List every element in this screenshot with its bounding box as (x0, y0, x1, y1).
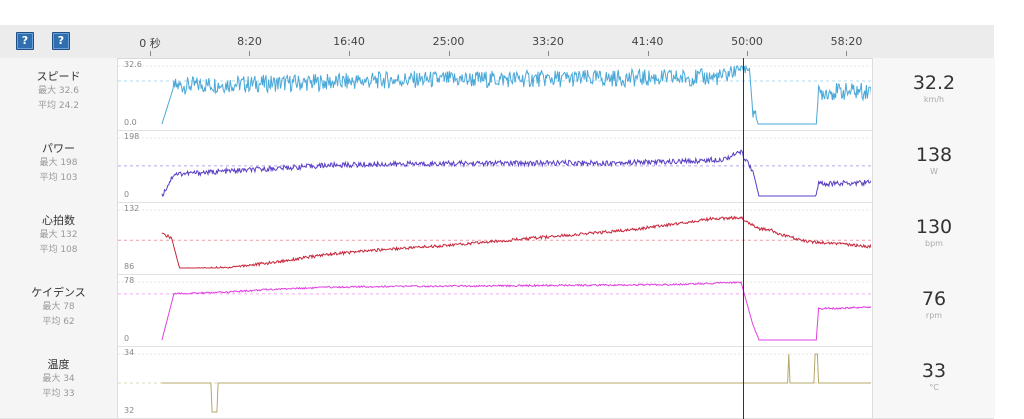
current-value-panel: 32.2 km/h (872, 58, 995, 130)
time-tick-mark (846, 51, 848, 56)
metric-series-line (161, 64, 871, 125)
metric-max: 最大 132 (39, 230, 78, 240)
time-tick-mark (647, 51, 649, 56)
y-axis-min-label: 0.0 (124, 118, 137, 127)
time-tick-label: 33:20 (532, 35, 564, 48)
metric-plot-speed[interactable] (118, 58, 871, 130)
y-axis-max-label: 198 (124, 132, 140, 141)
time-tick-label: 25:00 (432, 35, 465, 48)
help-icon[interactable]: ? (16, 32, 34, 50)
value-unit: rpm (925, 311, 943, 320)
metric-max: 最大 32.6 (38, 86, 79, 96)
value-unit: W (930, 167, 938, 176)
metric-max: 最大 198 (39, 158, 78, 168)
metric-row-power: パワー最大 198 平均 103 198 0 138 W (0, 130, 995, 203)
time-tick-mark (547, 51, 549, 56)
y-axis-max-label: 32.6 (124, 60, 142, 69)
metric-label-panel: スピード最大 32.6 平均 24.2 (0, 58, 118, 130)
current-value: 32.2 (912, 72, 956, 94)
current-value: 130 (915, 216, 953, 238)
metric-row-temperature: 温度最大 34 平均 33 34 32 33 °C (0, 346, 995, 419)
time-tick-mark (249, 51, 251, 56)
time-tick-label: 16:40 (333, 35, 365, 48)
time-tick-label: 8:20 (237, 35, 262, 48)
metric-title: スピード (36, 70, 81, 83)
current-value-panel: 138 W (872, 130, 995, 202)
metric-average: 平均 62 (42, 317, 75, 327)
metric-average: 平均 108 (39, 245, 78, 255)
value-unit: bpm (925, 239, 943, 248)
metric-average: 平均 33 (42, 389, 75, 399)
value-unit: °C (929, 383, 939, 392)
metric-series-line (161, 353, 871, 413)
metric-plot-cadence[interactable] (118, 274, 871, 346)
metric-plot-heart-rate[interactable] (118, 202, 871, 274)
metric-title: 温度 (47, 358, 70, 371)
y-axis-min-label: 0 (124, 334, 130, 343)
metric-label-panel: ケイデンス最大 78 平均 62 (0, 274, 118, 346)
time-tick-label: 0 秒 (139, 37, 161, 50)
help-icon[interactable]: ? (52, 32, 70, 50)
metric-title: ケイデンス (31, 286, 86, 299)
time-tick-label: 50:00 (731, 35, 763, 48)
current-value-panel: 76 rpm (872, 274, 995, 346)
metric-plot-temperature[interactable] (118, 346, 871, 418)
time-tick-label: 41:40 (631, 35, 664, 48)
y-axis-max-label: 34 (124, 348, 135, 357)
time-axis-header: ? ? 0 秒 8:20 16:40 25:00 33:20 41:40 50:00 58:2… (0, 25, 994, 59)
time-cursor-line[interactable] (743, 58, 744, 419)
time-tick-mark (747, 51, 748, 56)
metric-row-speed: スピード最大 32.6 平均 24.2 32.6 0.0 32.2 km/h (0, 58, 995, 131)
metric-plot-power[interactable] (118, 130, 871, 202)
current-value: 33 (921, 360, 947, 382)
current-value-panel: 33 °C (872, 346, 995, 418)
y-axis-min-label: 0 (124, 190, 130, 199)
current-value: 138 (915, 144, 953, 166)
metric-row-cadence: ケイデンス最大 78 平均 62 78 0 76 rpm (0, 274, 995, 347)
metric-row-heart-rate: 心拍数最大 132 平均 108 132 86 130 bpm (0, 202, 995, 275)
time-tick-mark (349, 51, 350, 56)
value-unit: km/h (923, 95, 945, 104)
metric-label-panel: 心拍数最大 132 平均 108 (0, 202, 118, 274)
metric-max: 最大 34 (42, 374, 75, 384)
metric-label-panel: パワー最大 198 平均 103 (0, 130, 118, 202)
time-tick-label: 58:20 (830, 35, 863, 48)
metric-title: パワー (42, 142, 75, 155)
y-axis-min-label: 86 (124, 262, 135, 271)
metric-title: 心拍数 (42, 214, 75, 227)
current-value-panel: 130 bpm (872, 202, 995, 274)
metric-series-line (161, 280, 871, 341)
y-axis-min-label: 32 (124, 406, 135, 415)
metric-average: 平均 103 (39, 173, 78, 183)
metric-label-panel: 温度最大 34 平均 33 (0, 346, 118, 418)
metric-max: 最大 78 (42, 302, 75, 312)
metric-series-line (161, 149, 871, 197)
metric-average: 平均 24.2 (38, 101, 79, 111)
metric-series-line (161, 215, 871, 269)
time-tick-mark (150, 51, 151, 56)
current-value: 76 (921, 288, 947, 310)
y-axis-max-label: 78 (124, 276, 135, 285)
y-axis-max-label: 132 (124, 204, 140, 213)
time-tick-mark (448, 51, 450, 56)
